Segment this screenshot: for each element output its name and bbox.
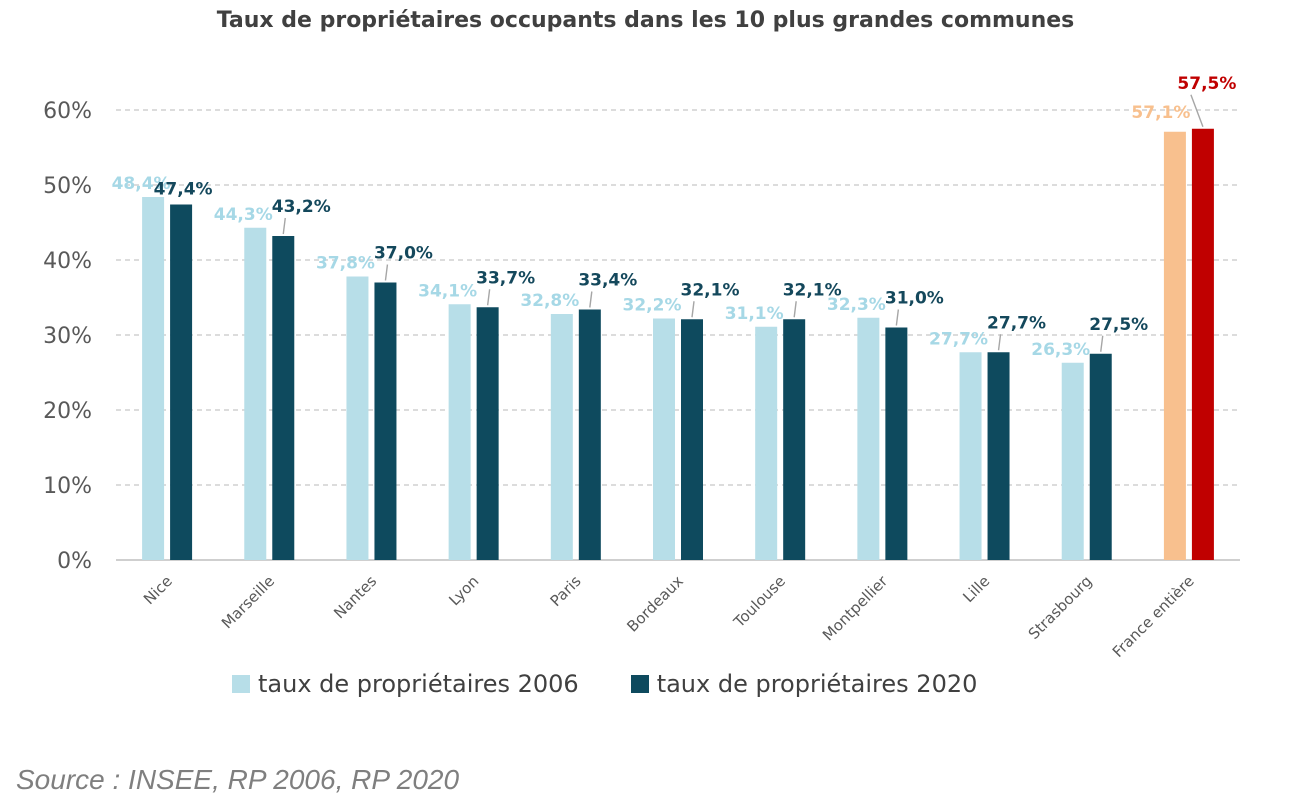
data-label-2006: 32,8% <box>520 291 579 311</box>
data-label-2006: 57,1% <box>1131 103 1190 123</box>
chart-title: Taux de propriétaires occupants dans les… <box>216 8 1075 33</box>
bar-2006 <box>244 227 267 560</box>
y-tick-label: 60% <box>43 99 92 124</box>
leader-line <box>282 217 286 235</box>
data-label-2020: 37,0% <box>374 244 433 264</box>
x-tick-label: Nice <box>140 572 176 608</box>
legend-item-2020: taux de propriétaires 2020 <box>630 670 978 698</box>
x-tick-label: Marseille <box>218 572 278 632</box>
legend-swatch-2006 <box>232 675 250 693</box>
bar-2006 <box>653 318 675 560</box>
x-tick-label: Montpellier <box>819 572 892 645</box>
leader-line <box>793 301 797 318</box>
legend-label-2006: taux de propriétaires 2006 <box>258 670 579 698</box>
y-tick-label: 50% <box>43 174 92 199</box>
bar-2020 <box>578 309 601 560</box>
leader-line <box>997 334 1002 351</box>
bar-2020 <box>987 352 1010 560</box>
data-label-2020: 33,4% <box>578 271 637 291</box>
bar-2006 <box>1163 131 1186 560</box>
data-label-2006: 32,2% <box>623 296 682 316</box>
y-tick-label: 40% <box>43 249 92 274</box>
bar-2006 <box>755 326 778 560</box>
data-label-2020: 32,1% <box>681 280 740 300</box>
data-label-2006: 44,3% <box>214 205 273 225</box>
data-label-2006: 26,3% <box>1031 340 1090 360</box>
bar-2020 <box>885 327 908 560</box>
data-label-2006: 31,1% <box>725 304 784 324</box>
data-label-2020: 32,1% <box>783 280 842 300</box>
leader-line <box>1190 94 1204 127</box>
leader-line <box>384 264 389 281</box>
x-tick-label: Paris <box>547 572 585 610</box>
leader-line <box>589 291 593 308</box>
bar-2006 <box>448 304 471 560</box>
bar-2006 <box>1061 362 1084 560</box>
bar-2006 <box>857 317 880 560</box>
bar-2020 <box>1191 128 1214 560</box>
bar-2020 <box>272 236 295 560</box>
data-label-2020: 27,7% <box>987 313 1046 333</box>
x-tick-label: Bordeaux <box>623 572 687 636</box>
data-label-2020: 47,4% <box>154 180 213 200</box>
data-label-2006: 32,3% <box>827 295 886 315</box>
data-label-2006: 48,4% <box>112 174 171 194</box>
x-tick-label: Nantes <box>330 572 380 622</box>
bar-2020 <box>476 307 499 560</box>
data-label-2020: 57,5% <box>1177 74 1236 94</box>
data-label-2020: 43,2% <box>272 197 331 217</box>
x-tick-label: Toulouse <box>729 572 789 632</box>
source-note: Source : INSEE, RP 2006, RP 2020 <box>16 764 460 795</box>
legend: taux de propriétaires 2006 taux de propr… <box>232 670 1029 698</box>
x-tick-label: Lille <box>959 572 993 606</box>
data-label-2006: 34,1% <box>418 281 477 301</box>
data-label-2020: 33,7% <box>476 268 535 288</box>
data-label-2006: 37,8% <box>316 254 375 274</box>
data-label-2020: 31,0% <box>885 289 944 309</box>
bar-2020 <box>374 282 397 560</box>
y-tick-label: 0% <box>57 549 92 574</box>
legend-swatch-2020 <box>630 675 649 693</box>
bar-2006 <box>959 352 982 560</box>
bar-2020 <box>681 319 703 560</box>
bar-2006 <box>142 197 165 560</box>
leader-line <box>1100 335 1104 352</box>
y-tick-label: 30% <box>43 324 92 349</box>
leader-line <box>486 289 491 306</box>
leader-line <box>895 309 900 326</box>
bar-2020 <box>1089 353 1112 560</box>
x-tick-label: France entière <box>1109 572 1198 661</box>
bar-2020 <box>783 319 806 560</box>
bar-2006 <box>550 314 573 560</box>
y-tick-label: 10% <box>43 474 92 499</box>
bar-2020 <box>170 204 193 560</box>
data-label-2020: 27,5% <box>1089 315 1148 335</box>
legend-item-2006: taux de propriétaires 2006 <box>232 670 579 698</box>
leader-line <box>691 301 695 318</box>
y-tick-label: 20% <box>43 399 92 424</box>
x-tick-label: Lyon <box>445 572 482 609</box>
x-tick-label: Strasbourg <box>1025 572 1096 643</box>
data-label-2006: 27,7% <box>929 329 988 349</box>
bar-2006 <box>346 276 369 560</box>
legend-label-2020: taux de propriétaires 2020 <box>656 670 978 698</box>
